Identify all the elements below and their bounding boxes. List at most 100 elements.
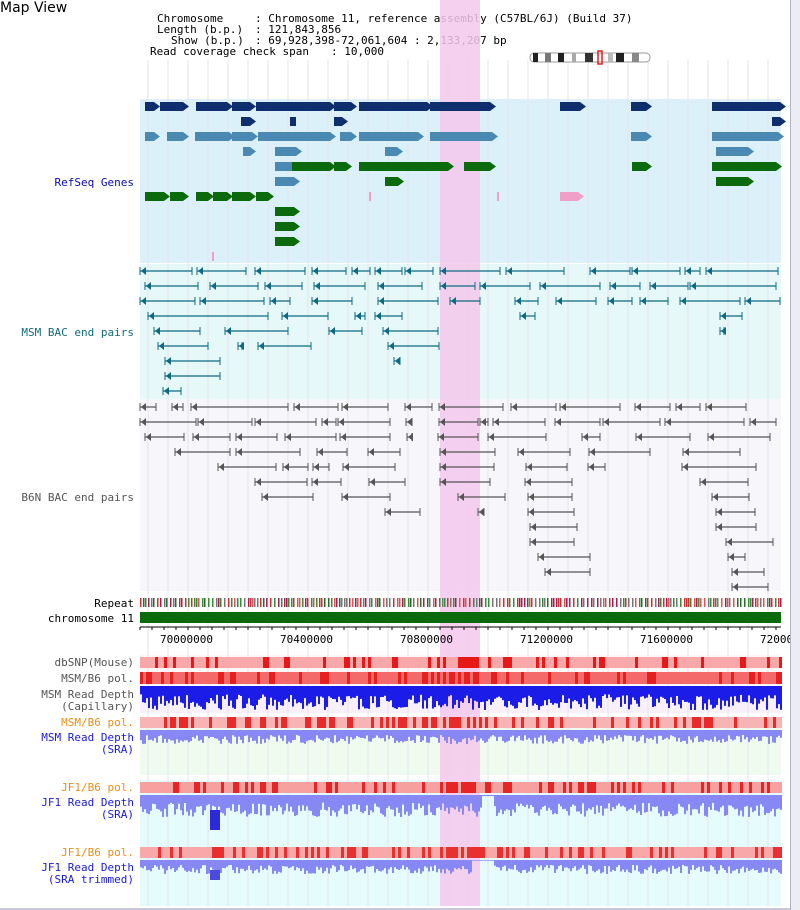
track-label-refseq-genes[interactable]: RefSeq Genes bbox=[54, 176, 134, 189]
msm-depth-cap-bar bbox=[536, 686, 538, 706]
msm-b6-pol-cell bbox=[620, 672, 623, 684]
jf1-b6-pol-cell bbox=[428, 847, 431, 858]
jf1-b6-pol-cell bbox=[254, 847, 257, 858]
jf1-depth-bar bbox=[174, 795, 176, 815]
repeat-element bbox=[780, 598, 782, 607]
jf1-b6-pol-cell bbox=[551, 782, 554, 793]
jf1-depth-bar bbox=[474, 795, 476, 813]
jf1-b6-pol-cell bbox=[746, 782, 749, 793]
vertical-scrollbar[interactable] bbox=[790, 0, 800, 910]
msm-depth-cap-bar bbox=[546, 686, 548, 706]
msm-depth-cap-bar bbox=[478, 686, 480, 708]
jf1-depth-trim-bar bbox=[442, 860, 444, 870]
msm-b6-pol-cell bbox=[332, 672, 335, 684]
jf1-depth-trim-bar bbox=[672, 860, 674, 866]
jf1-depth-trim-bar bbox=[396, 860, 398, 870]
jf1-depth-bar bbox=[244, 795, 246, 811]
jf1-b6-pol-cell bbox=[779, 782, 782, 793]
chromosome-ideogram[interactable] bbox=[529, 50, 651, 65]
jf1-b6-pol-cell bbox=[323, 847, 326, 858]
jf1-depth-trim-bar bbox=[194, 860, 196, 873]
msm-b6-pol-cell bbox=[182, 717, 185, 728]
msm-depth-sra-bar bbox=[748, 730, 750, 743]
jf1-depth-bar bbox=[436, 795, 438, 809]
msm-b6-pol-cell bbox=[164, 717, 167, 728]
jf1-depth-bar bbox=[224, 795, 226, 816]
msm-depth-sra-bar bbox=[146, 730, 148, 736]
msm-depth-cap-bar bbox=[636, 686, 638, 704]
track-label-msm-bac[interactable]: MSM BAC end pairs bbox=[21, 326, 134, 339]
msm-depth-cap-bar bbox=[620, 686, 622, 707]
jf1-depth-trim-bar bbox=[726, 860, 728, 873]
dbsnp-cell bbox=[140, 657, 143, 668]
jf1-b6-pol-cell bbox=[359, 847, 362, 858]
repeat-element bbox=[740, 598, 742, 607]
repeat-element bbox=[151, 598, 153, 607]
msm-depth-cap-bar bbox=[256, 686, 258, 705]
msm-depth-sra-bar bbox=[778, 730, 780, 736]
msm-b6-pol-cell bbox=[473, 717, 476, 728]
jf1-b6-pol-cell bbox=[428, 782, 431, 793]
jf1-depth-bar bbox=[744, 795, 746, 807]
jf1-depth-trim-bar bbox=[554, 860, 556, 873]
jf1-b6-pol-cell bbox=[269, 782, 272, 793]
jf1-depth-bar bbox=[738, 795, 740, 816]
jf1-b6-pol-cell bbox=[449, 847, 452, 858]
jf1-depth-bar bbox=[598, 795, 600, 813]
dbsnp-cell bbox=[440, 657, 443, 668]
track-label-msm-b6-pol[interactable]: MSM/B6 pol. bbox=[61, 672, 134, 685]
msm-depth-sra-bar bbox=[488, 730, 490, 739]
msm-b6-pol-cell bbox=[167, 672, 170, 684]
repeat-element bbox=[274, 598, 276, 607]
jf1-b6-pol-cell bbox=[626, 782, 629, 793]
track-label-jf1-depth[interactable]: JF1 Read Depth bbox=[41, 796, 134, 809]
msm-b6-pol-cell bbox=[635, 717, 638, 728]
jf1-b6-pol-cell bbox=[443, 847, 446, 858]
jf1-depth-bar bbox=[524, 795, 526, 808]
track-label-jf1-depth-trimmed[interactable]: JF1 Read Depth bbox=[41, 861, 134, 874]
jf1-depth-trim-bar bbox=[268, 860, 270, 866]
dbsnp-cell bbox=[224, 657, 227, 668]
jf1-b6-pol-cell bbox=[437, 782, 440, 793]
track-label-repeat[interactable]: Repeat bbox=[94, 597, 134, 610]
track-label-jf1-b6-pol[interactable]: JF1/B6 pol. bbox=[61, 781, 134, 794]
repeat-element bbox=[676, 598, 678, 607]
track-label-msm-depth-capillary[interactable]: MSM Read Depth bbox=[41, 688, 134, 701]
msm-depth-cap-bar bbox=[732, 686, 734, 706]
jf1-depth-bar bbox=[780, 795, 782, 810]
jf1-depth-bar bbox=[162, 795, 164, 817]
track-label-msm-depth-sra[interactable]: MSM Read Depth bbox=[41, 731, 134, 744]
gene-strand-arrow bbox=[646, 102, 652, 111]
dbsnp-cell bbox=[611, 657, 614, 668]
msm-b6-pol-cell bbox=[437, 672, 440, 684]
jf1-depth-trim-bar bbox=[266, 860, 268, 870]
jf1-b6-pol-cell bbox=[488, 847, 491, 858]
dbsnp-cell bbox=[572, 657, 575, 668]
jf1-depth-bar bbox=[600, 795, 602, 806]
jf1-depth-trim-bar bbox=[608, 860, 610, 867]
jf1-depth-bar bbox=[746, 795, 748, 806]
msm-b6-pol-cell bbox=[746, 672, 749, 684]
jf1-depth-bar bbox=[728, 795, 730, 806]
jf1-b6-pol-cell bbox=[254, 782, 257, 793]
jf1-b6-pol-cell bbox=[614, 847, 617, 858]
msm-depth-sra-bar bbox=[656, 730, 658, 744]
track-label-b6n-bac[interactable]: B6N BAC end pairs bbox=[21, 491, 134, 504]
dbsnp-cell bbox=[323, 657, 326, 668]
msm-depth-cap-bar bbox=[726, 686, 728, 701]
jf1-depth-bar bbox=[636, 795, 638, 813]
jf1-depth-trim-bar bbox=[350, 860, 352, 866]
track-label-jf1-b6-pol-2[interactable]: JF1/B6 pol. bbox=[61, 846, 134, 859]
jf1-depth-trim-bar bbox=[710, 860, 712, 866]
jf1-b6-pol-cell bbox=[239, 782, 242, 793]
msm-b6-pol-cell bbox=[767, 672, 770, 684]
track-label-dbsnp[interactable]: dbSNP(Mouse) bbox=[54, 656, 134, 669]
jf1-depth-trim-bar bbox=[162, 860, 164, 869]
jf1-b6-pol-cell bbox=[344, 847, 347, 858]
jf1-depth-bar bbox=[250, 795, 252, 814]
dbsnp-cell bbox=[542, 657, 545, 668]
track-label-msm-b6-pol-2[interactable]: MSM/B6 pol. bbox=[61, 716, 134, 729]
jf1-b6-pol-cell bbox=[434, 847, 437, 858]
msm-depth-sra-bar bbox=[156, 730, 158, 743]
